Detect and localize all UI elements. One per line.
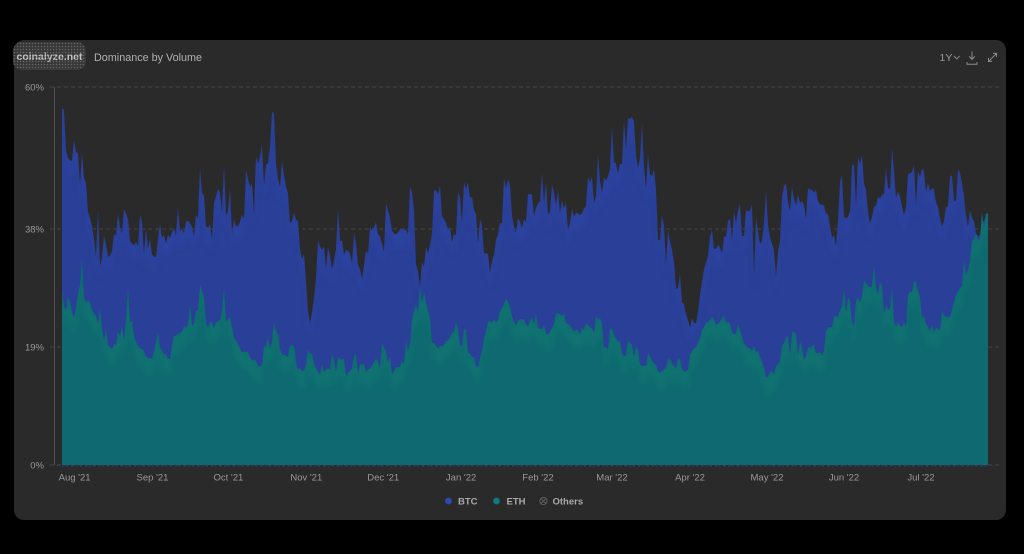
svg-text:0%: 0% [30, 461, 44, 472]
svg-text:May '22: May '22 [751, 473, 784, 484]
svg-text:60%: 60% [25, 83, 45, 94]
svg-text:Jan '22: Jan '22 [446, 473, 476, 484]
svg-text:38%: 38% [25, 225, 45, 236]
svg-text:Jun '22: Jun '22 [829, 473, 859, 484]
svg-text:Apr '22: Apr '22 [675, 473, 705, 484]
svg-text:Mar '22: Mar '22 [596, 473, 627, 484]
svg-text:19%: 19% [25, 343, 45, 354]
svg-text:Oct '21: Oct '21 [213, 473, 243, 484]
svg-text:Jul '22: Jul '22 [907, 473, 934, 484]
svg-text:Feb '22: Feb '22 [522, 473, 553, 484]
svg-text:Dec '21: Dec '21 [367, 473, 399, 484]
svg-text:1Y: 1Y [940, 52, 953, 64]
svg-text:Aug '21: Aug '21 [59, 473, 91, 484]
svg-text:Nov '21: Nov '21 [290, 473, 322, 484]
svg-text:Others: Others [553, 497, 584, 508]
svg-text:BTC: BTC [458, 497, 478, 508]
svg-text:Sep '21: Sep '21 [137, 473, 169, 484]
svg-text:ETH: ETH [507, 497, 526, 508]
